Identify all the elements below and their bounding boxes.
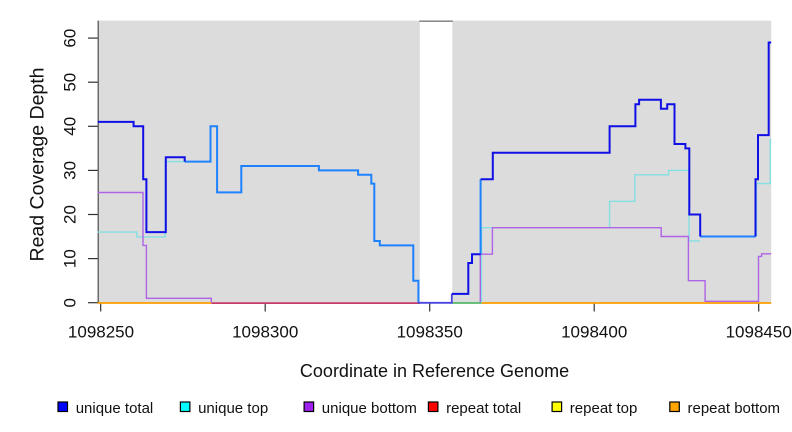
svg-text:10: 10 xyxy=(60,249,79,268)
svg-text:unique top: unique top xyxy=(198,400,268,417)
svg-text:1098350: 1098350 xyxy=(397,323,463,342)
svg-text:repeat total: repeat total xyxy=(446,400,521,417)
svg-text:60: 60 xyxy=(60,29,79,48)
svg-text:1098300: 1098300 xyxy=(232,323,298,342)
svg-text:unique bottom: unique bottom xyxy=(322,400,417,417)
svg-text:Read Coverage Depth: Read Coverage Depth xyxy=(27,67,49,261)
svg-text:1098450: 1098450 xyxy=(726,323,792,342)
svg-text:0: 0 xyxy=(60,298,79,307)
svg-text:1098250: 1098250 xyxy=(68,323,134,342)
svg-text:1098400: 1098400 xyxy=(561,323,627,342)
svg-text:repeat top: repeat top xyxy=(570,400,638,417)
svg-text:40: 40 xyxy=(60,117,79,136)
svg-text:20: 20 xyxy=(60,205,79,224)
svg-text:unique total: unique total xyxy=(76,400,154,417)
svg-text:30: 30 xyxy=(60,161,79,180)
svg-text:50: 50 xyxy=(60,73,79,92)
svg-text:Coordinate in Reference Genome: Coordinate in Reference Genome xyxy=(300,361,569,381)
svg-text:repeat bottom: repeat bottom xyxy=(688,400,781,417)
